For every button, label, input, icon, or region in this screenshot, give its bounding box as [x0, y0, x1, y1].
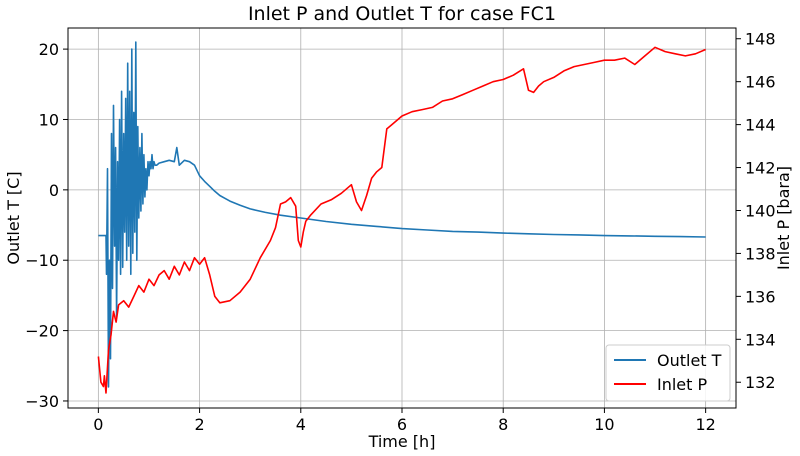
- right-y-axis-label: Inlet P [bara]: [774, 166, 793, 270]
- left-y-tick-label: −30: [25, 392, 59, 411]
- right-y-axis: 132 134 136 138 140 142 144 146 148: [736, 30, 776, 392]
- right-y-tick-label: 138: [745, 244, 776, 263]
- left-y-tick-label: −10: [25, 251, 59, 270]
- left-y-tick-label: 20: [39, 40, 59, 59]
- legend-label-outlet-t: Outlet T: [657, 351, 722, 370]
- right-y-tick-label: 144: [745, 116, 776, 135]
- right-y-tick-label: 134: [745, 330, 776, 349]
- right-y-tick-label: 140: [745, 201, 776, 220]
- x-axis: 0 2 4 6 8 10 12: [93, 408, 716, 434]
- series-layer: [97, 41, 706, 394]
- left-y-axis: −30 −20 −10 0 10 20: [25, 40, 68, 411]
- series-line-inlet-p: [97, 46, 706, 394]
- right-y-tick-label: 142: [745, 159, 776, 178]
- x-tick-label: 12: [695, 415, 715, 434]
- left-y-tick-label: 0: [49, 181, 59, 200]
- left-y-axis-label: Outlet T [C]: [4, 171, 23, 264]
- x-tick-label: 4: [296, 415, 306, 434]
- x-axis-label: Time [h]: [368, 432, 436, 451]
- right-y-tick-label: 148: [745, 30, 776, 49]
- series-line-outlet-t: [98, 41, 706, 388]
- x-tick-label: 2: [194, 415, 204, 434]
- x-tick-label: 10: [594, 415, 614, 434]
- chart-title: Inlet P and Outlet T for case FC1: [248, 3, 556, 25]
- right-y-tick-label: 132: [745, 373, 776, 392]
- left-y-tick-label: 10: [39, 110, 59, 129]
- right-y-tick-label: 136: [745, 287, 776, 306]
- legend-label-inlet-p: Inlet P: [657, 375, 708, 394]
- x-tick-label: 6: [397, 415, 407, 434]
- right-y-tick-label: 146: [745, 73, 776, 92]
- gridlines: [68, 28, 736, 408]
- legend: Outlet T Inlet P: [605, 344, 731, 402]
- x-tick-label: 8: [498, 415, 508, 434]
- x-tick-label: 0: [93, 415, 103, 434]
- left-y-tick-label: −20: [25, 322, 59, 341]
